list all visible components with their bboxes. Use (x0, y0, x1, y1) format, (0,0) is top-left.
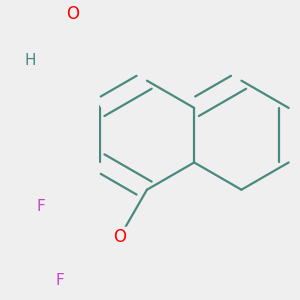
Text: H: H (24, 53, 36, 68)
Text: O: O (66, 5, 79, 23)
Text: F: F (55, 273, 64, 288)
Text: F: F (36, 200, 45, 214)
Text: O: O (113, 228, 126, 246)
